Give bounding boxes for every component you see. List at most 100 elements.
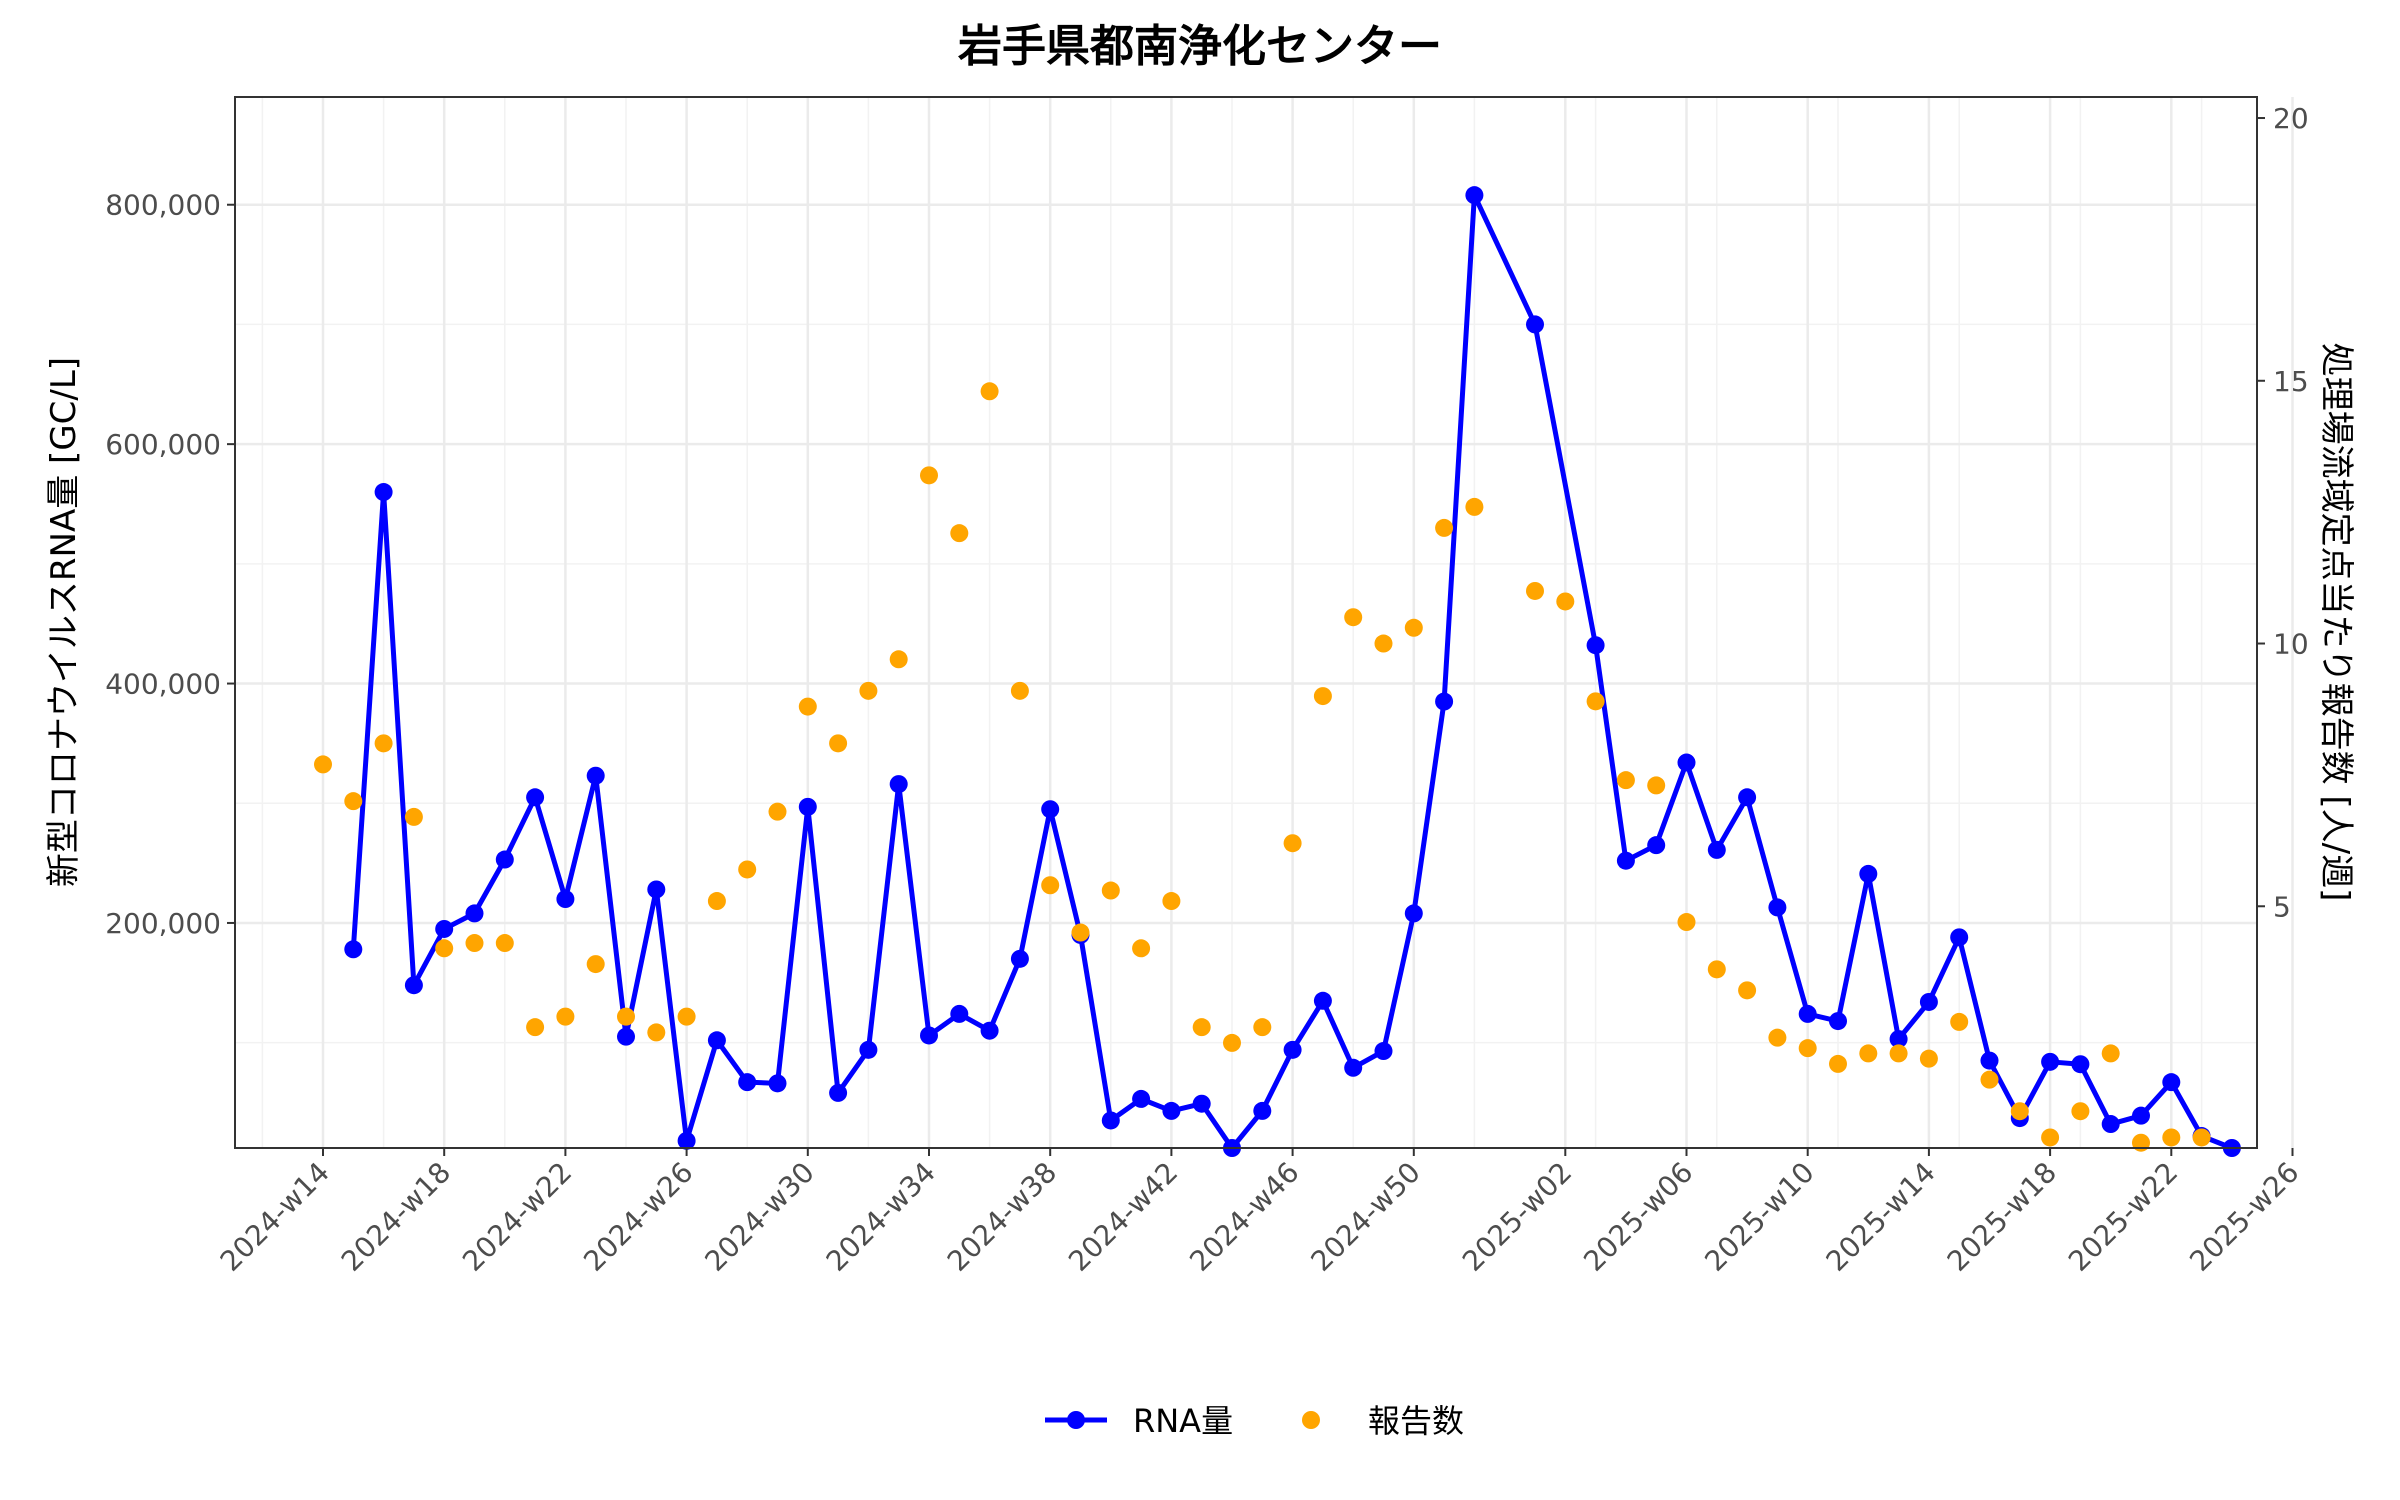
rna-point xyxy=(2071,1055,2090,1074)
rna-point xyxy=(1041,800,1060,819)
reports-point xyxy=(829,734,848,753)
reports-point xyxy=(404,807,423,826)
rna-series xyxy=(344,186,2241,1157)
reports-point xyxy=(2192,1128,2211,1147)
reports-point xyxy=(1707,960,1726,979)
reports-point xyxy=(1253,1018,1272,1037)
reports-point xyxy=(920,466,938,485)
reports-point xyxy=(1919,1049,1938,1068)
x-tick-label: 2025-w06 xyxy=(1577,1156,1699,1278)
reports-series xyxy=(314,382,2211,1152)
rna-point xyxy=(435,919,454,938)
x-tick-label: 2024-w34 xyxy=(820,1156,942,1278)
reports-point xyxy=(1586,692,1605,711)
reports-point xyxy=(556,1007,575,1026)
rna-point xyxy=(768,1074,787,1093)
rna-point xyxy=(1253,1101,1272,1120)
reports-point xyxy=(435,939,454,958)
rna-point xyxy=(1707,840,1726,859)
reports-point xyxy=(798,697,817,716)
reports-point xyxy=(465,934,484,953)
rna-point xyxy=(1616,851,1635,870)
y-axis-left-title: 新型コロナウイルスRNA量 [GC/L] xyxy=(44,357,84,887)
grid-major xyxy=(235,97,2294,1148)
x-axis: 2024-w142024-w182024-w222024-w262024-w30… xyxy=(214,1148,2305,1278)
y-right-tick-label: 10 xyxy=(2273,628,2309,661)
reports-point xyxy=(1465,497,1484,516)
rna-point xyxy=(526,788,545,807)
y-axis-right-title: 処理場流域定点当たり報告数 [人/週] xyxy=(2316,343,2356,902)
x-tick-label: 2024-w14 xyxy=(214,1156,336,1278)
rna-point xyxy=(404,976,423,995)
legend-rna-label: RNA量 xyxy=(1133,1402,1233,1440)
legend-reports-label: 報告数 xyxy=(1368,1402,1464,1440)
reports-point xyxy=(2162,1128,2181,1147)
rna-point xyxy=(707,1031,726,1050)
reports-point xyxy=(1950,1012,1969,1031)
rna-point xyxy=(1829,1012,1847,1031)
reports-point xyxy=(1859,1044,1878,1063)
rna-point xyxy=(1010,949,1029,968)
reports-point xyxy=(1132,939,1151,958)
rna-point xyxy=(556,890,575,909)
reports-point xyxy=(1344,608,1363,627)
rna-point xyxy=(2101,1115,2120,1134)
reports-point xyxy=(1829,1054,1847,1073)
rna-point xyxy=(1738,788,1757,807)
plot-background xyxy=(235,97,2257,1148)
reports-point xyxy=(1071,923,1090,942)
y-left-tick-label: 400,000 xyxy=(105,668,221,701)
y-left-tick-label: 600,000 xyxy=(105,428,221,461)
reports-point xyxy=(1192,1018,1211,1037)
reports-point xyxy=(1283,834,1302,853)
x-tick-label: 2025-w14 xyxy=(1820,1156,1942,1278)
rna-point xyxy=(2162,1073,2181,1092)
rna-point xyxy=(920,1026,938,1045)
rna-point xyxy=(1677,753,1696,772)
rna-point xyxy=(1859,864,1878,883)
rna-point xyxy=(1980,1051,1999,1070)
rna-point xyxy=(859,1040,878,1059)
rna-point xyxy=(1132,1089,1151,1108)
reports-point xyxy=(1010,681,1029,700)
rna-point xyxy=(829,1083,848,1102)
reports-point xyxy=(1889,1044,1908,1063)
reports-point xyxy=(1798,1039,1817,1058)
x-tick-label: 2024-w18 xyxy=(335,1156,457,1278)
reports-point xyxy=(495,934,514,953)
rna-point xyxy=(1798,1004,1817,1023)
reports-point xyxy=(526,1018,545,1037)
reports-point xyxy=(344,792,363,811)
y-right-tick-label: 5 xyxy=(2273,890,2291,923)
reports-point xyxy=(1526,581,1544,600)
rna-point xyxy=(1344,1058,1363,1077)
legend: RNA量 報告数 xyxy=(1045,1402,1464,1440)
rna-point xyxy=(1374,1042,1393,1061)
rna-point xyxy=(2132,1106,2150,1125)
y-right-tick-label: 20 xyxy=(2273,102,2309,135)
rna-point xyxy=(1404,904,1423,923)
reports-point xyxy=(1313,687,1332,706)
reports-point xyxy=(1435,518,1454,537)
reports-point xyxy=(1768,1028,1787,1047)
rna-point xyxy=(1192,1094,1211,1113)
legend-reports-marker xyxy=(1302,1411,1320,1429)
rna-point xyxy=(677,1131,696,1150)
y-axis-right: 5 10 15 20 xyxy=(2257,102,2309,923)
reports-point xyxy=(1404,618,1423,637)
reports-point xyxy=(2101,1044,2120,1063)
reports-point xyxy=(950,524,969,543)
x-tick-label: 2025-w26 xyxy=(2183,1156,2305,1278)
y-left-tick-label: 200,000 xyxy=(105,907,221,940)
rna-point xyxy=(1768,898,1787,917)
reports-point xyxy=(1616,771,1635,790)
reports-point xyxy=(889,650,908,669)
reports-point xyxy=(1101,881,1120,900)
rna-point xyxy=(980,1021,999,1040)
rna-point xyxy=(1889,1030,1908,1049)
rna-point xyxy=(1526,315,1544,334)
reports-point xyxy=(707,892,726,911)
reports-point xyxy=(1162,892,1181,911)
reports-point xyxy=(2010,1102,2029,1121)
x-tick-label: 2025-w22 xyxy=(2062,1156,2184,1278)
